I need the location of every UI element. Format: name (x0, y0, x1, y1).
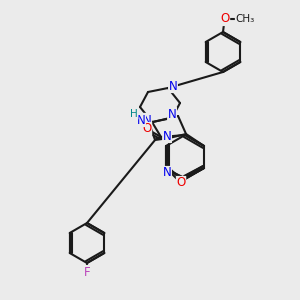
Text: N: N (168, 107, 176, 121)
Text: N: N (169, 80, 177, 92)
Text: CH₃: CH₃ (236, 14, 255, 24)
Text: N: N (137, 113, 146, 127)
Text: H: H (130, 109, 138, 119)
Text: O: O (176, 176, 186, 190)
Text: O: O (220, 13, 230, 26)
Text: F: F (84, 266, 90, 278)
Text: N: N (163, 167, 171, 179)
Text: N: N (142, 113, 152, 127)
Text: O: O (142, 122, 152, 136)
Text: N: N (163, 130, 171, 142)
